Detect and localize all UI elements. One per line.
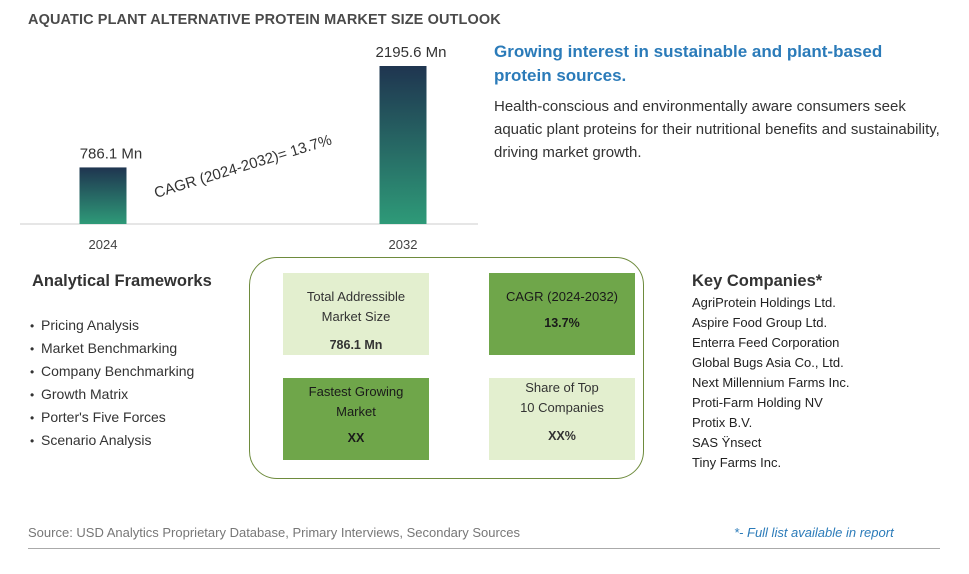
framework-item: Scenario Analysis [30, 429, 194, 452]
data-label-2032: 2195.6 Mn [376, 44, 447, 61]
metric-value: XX% [548, 429, 576, 443]
framework-item: Pricing Analysis [30, 314, 194, 337]
x-tick-label-2024: 2024 [89, 237, 118, 252]
framework-item: Growth Matrix [30, 383, 194, 406]
framework-item: Market Benchmarking [30, 337, 194, 360]
company-item: Protix B.V. [692, 415, 753, 430]
company-item: SAS Ÿnsect [692, 435, 762, 450]
company-item: Global Bugs Asia Co., Ltd. [692, 355, 844, 370]
bar-2032 [379, 66, 427, 224]
framework-item: Porter's Five Forces [30, 406, 194, 429]
data-label-2024: 786.1 Mn [80, 145, 143, 162]
source-note: Source: USD Analytics Proprietary Databa… [28, 525, 521, 540]
metric-label: Share of Top 10 Companies [520, 380, 604, 415]
metric-card-cagr: CAGR (2024-2032) 13.7% [489, 273, 635, 355]
metric-label: Total Addressible Market Size [306, 289, 406, 324]
company-item: Next Millennium Farms Inc. [692, 375, 850, 390]
metric-value: 13.7% [544, 316, 580, 330]
frameworks-title: Analytical Frameworks [32, 272, 212, 290]
metric-label: CAGR (2024-2032) [506, 289, 618, 304]
bar-2024 [79, 167, 127, 224]
metric-value: XX [347, 431, 365, 445]
frameworks-list: Pricing Analysis Market Benchmarking Com… [30, 314, 194, 452]
market-size-chart: 786.1 Mn 2024 2195.6 Mn 2032 CAGR (2024-203… [20, 44, 478, 252]
x-tick-label-2032: 2032 [389, 237, 418, 252]
description: Health-conscious and environmentally awa… [494, 98, 940, 161]
company-item: Aspire Food Group Ltd. [692, 315, 828, 330]
framework-item: Company Benchmarking [30, 360, 194, 383]
metric-card-fastest-market: Fastest Growing Market XX [283, 378, 429, 460]
key-companies-title: Key Companies* [692, 272, 823, 290]
metric-value: 786.1 Mn [329, 338, 383, 352]
company-item: Enterra Feed Corporation [692, 335, 840, 350]
company-item: Tiny Farms Inc. [692, 455, 782, 470]
metrics-panel: Total Addressible Market Size 786.1 Mn C… [249, 257, 644, 479]
headline: Growing interest in sustainable and plan… [494, 42, 883, 85]
key-companies-list: AgriProtein Holdings Ltd. Aspire Food Gr… [692, 293, 849, 473]
cagr-annotation: CAGR (2024-2032)= 13.7% [152, 132, 334, 202]
metric-card-top10-share: Share of Top 10 Companies XX% [489, 378, 635, 460]
page-title: AQUATIC PLANT ALTERNATIVE PROTEIN MARKET… [28, 12, 501, 28]
full-list-note: *- Full list available in report [734, 525, 894, 540]
company-item: Proti-Farm Holding NV [692, 395, 823, 410]
metric-label: Fastest Growing Market [308, 384, 404, 419]
footer-divider [28, 548, 940, 549]
metric-card-tam: Total Addressible Market Size 786.1 Mn [283, 273, 429, 355]
company-item: AgriProtein Holdings Ltd. [692, 295, 836, 310]
